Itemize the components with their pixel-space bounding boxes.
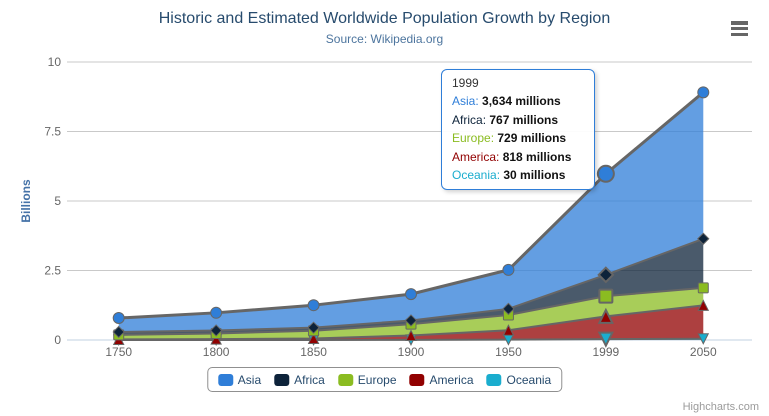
marker-africa-1999[interactable] xyxy=(597,266,615,284)
tooltip-value: 767 millions xyxy=(489,112,559,127)
marker-asia-1950[interactable] xyxy=(502,263,515,276)
legend: Asia Africa Europe America Oceania xyxy=(206,367,563,392)
tooltip-rows: Asia: 3,634 millions Africa: 767 millions… xyxy=(452,92,584,185)
marker-africa-1800[interactable] xyxy=(209,324,223,337)
marker-africa-2050[interactable] xyxy=(697,232,710,245)
y-axis-title: Billions xyxy=(19,179,33,223)
tooltip-row: Oceania: 30 millions xyxy=(452,166,584,185)
legend-item-america[interactable]: America xyxy=(409,372,474,387)
chart-subtitle: Source: Wikipedia.org xyxy=(325,32,444,46)
legend-item-africa[interactable]: Africa xyxy=(274,373,325,387)
tooltip-row: America: 818 millions xyxy=(452,148,584,167)
tooltip-row: Asia: 3,634 millions xyxy=(452,92,584,111)
marker-europe-1999[interactable] xyxy=(598,288,614,304)
y-axis-label: 5 xyxy=(54,194,61,208)
tooltip: 1999 Asia: 3,634 millions Africa: 767 mil… xyxy=(441,69,595,190)
x-axis-label: 2050 xyxy=(690,345,717,359)
legend-swatch-icon xyxy=(217,373,233,386)
hamburger-icon xyxy=(731,21,748,25)
y-axis-label: 7.5 xyxy=(44,125,61,139)
marker-asia-1850[interactable] xyxy=(307,299,320,312)
marker-asia-1750[interactable] xyxy=(112,312,125,325)
tooltip-series-name: Africa xyxy=(452,112,483,127)
marker-america-1999[interactable] xyxy=(597,307,614,324)
tooltip-row: Europe: 729 millions xyxy=(452,129,584,148)
tooltip-series-name: America xyxy=(452,149,497,164)
y-axis-label: 2.5 xyxy=(44,264,61,278)
marker-oceania-1999[interactable] xyxy=(597,331,614,348)
tooltip-separator: : xyxy=(496,149,503,164)
marker-asia-1900[interactable] xyxy=(405,288,417,301)
x-axis-label: 1999 xyxy=(593,345,620,359)
tooltip-separator: : xyxy=(496,168,504,182)
tooltip-separator: : xyxy=(475,94,483,108)
tooltip-series-name: Asia xyxy=(452,94,476,108)
hamburger-icon xyxy=(731,26,748,31)
tooltip-separator: : xyxy=(490,131,498,145)
x-axis-label: 1900 xyxy=(398,345,425,359)
marker-america-1800[interactable] xyxy=(210,332,222,345)
tooltip-series-name: Oceania xyxy=(452,168,497,182)
x-axis-label: 1850 xyxy=(300,345,327,359)
tooltip-header: 1999 xyxy=(452,76,479,90)
legend-swatch-icon xyxy=(409,373,425,386)
tooltip-value: 30 millions xyxy=(503,168,566,182)
export-menu-button[interactable] xyxy=(731,21,748,36)
y-axis-label: 0 xyxy=(54,333,61,347)
credits-link[interactable]: Highcharts.com xyxy=(682,401,759,413)
tooltip-separator: : xyxy=(482,112,490,127)
marker-america-1850[interactable] xyxy=(307,332,320,344)
x-axis-label: 1800 xyxy=(203,345,230,359)
area-series-asia[interactable] xyxy=(118,92,704,332)
chart-title: Historic and Estimated Worldwide Populat… xyxy=(158,10,611,27)
legend-swatch-icon xyxy=(274,373,290,386)
marker-america-2050[interactable] xyxy=(697,299,710,311)
legend-swatch-icon xyxy=(486,373,502,386)
legend-item-oceania[interactable]: Oceania xyxy=(486,372,552,387)
legend-label: America xyxy=(429,372,474,387)
marker-america-1900[interactable] xyxy=(405,329,417,341)
marker-africa-1750[interactable] xyxy=(112,325,125,339)
marker-asia-1800[interactable] xyxy=(210,306,223,319)
y-axis-label: 10 xyxy=(48,55,62,69)
marker-africa-1850[interactable] xyxy=(307,321,320,334)
legend-item-asia[interactable]: Asia xyxy=(217,372,262,387)
tooltip-value: 818 millions xyxy=(502,149,572,164)
hamburger-icon xyxy=(731,32,748,36)
area-series-africa[interactable] xyxy=(118,238,704,335)
tooltip-value: 729 millions xyxy=(497,131,567,145)
marker-europe-2050[interactable] xyxy=(697,282,709,294)
legend-label: Oceania xyxy=(506,372,552,387)
legend-label: Africa xyxy=(294,372,325,387)
marker-asia-2050[interactable] xyxy=(697,86,710,99)
tooltip-row: Africa: 767 millions xyxy=(452,111,584,130)
legend-item-europe[interactable]: Europe xyxy=(337,372,397,387)
tooltip-series-name: Europe xyxy=(452,131,491,145)
x-axis-label: 1750 xyxy=(105,345,132,359)
marker-africa-1950[interactable] xyxy=(502,302,515,316)
marker-oceania-2050[interactable] xyxy=(697,333,710,345)
marker-asia-1999[interactable] xyxy=(596,164,615,183)
legend-label: Europe xyxy=(357,372,397,387)
x-axis-label: 1950 xyxy=(495,345,522,359)
area-series-america[interactable] xyxy=(118,305,704,340)
legend-swatch-icon xyxy=(337,373,353,386)
legend-label: Asia xyxy=(237,372,262,387)
tooltip-value: 3,634 millions xyxy=(482,94,561,108)
marker-america-1950[interactable] xyxy=(502,324,515,336)
marker-africa-1900[interactable] xyxy=(404,314,418,327)
